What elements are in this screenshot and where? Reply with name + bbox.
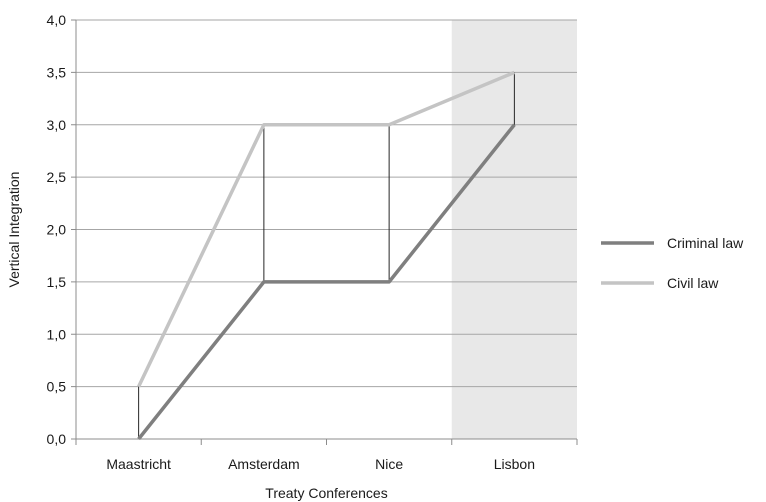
legend: Criminal law Civil law [601, 235, 744, 291]
y-tick-label: 1,0 [47, 326, 67, 342]
legend-label-civil-law: Civil law [667, 275, 719, 291]
y-tick-label: 3,5 [47, 64, 67, 80]
legend-label-criminal-law: Criminal law [667, 235, 744, 251]
series-lines [137, 70, 516, 441]
range-connectors [138, 72, 515, 439]
y-axis-title: Vertical Integration [6, 172, 22, 288]
x-tick-label: Nice [375, 456, 403, 472]
axes [71, 19, 578, 445]
y-tick-label: 2,5 [47, 169, 67, 185]
y-tick-label: 4,0 [47, 12, 67, 28]
x-tick-label: Amsterdam [228, 456, 300, 472]
series-line-criminal-law [137, 123, 516, 441]
x-axis-title: Treaty Conferences [265, 485, 387, 501]
series-line-civil-law [137, 70, 516, 388]
y-tick-label: 2,0 [47, 222, 67, 238]
y-tick-label: 0,5 [47, 379, 67, 395]
y-tick-label: 1,5 [47, 274, 67, 290]
y-tick-label: 0,0 [47, 431, 67, 447]
tick-labels: 0,0 0,5 1,0 1,5 2,0 2,5 3,0 3,5 4,0 Maastricht Ams… [47, 12, 535, 472]
x-tick-label: Maastricht [106, 456, 171, 472]
x-tick-label: Lisbon [494, 456, 535, 472]
y-tick-label: 3,0 [47, 117, 67, 133]
